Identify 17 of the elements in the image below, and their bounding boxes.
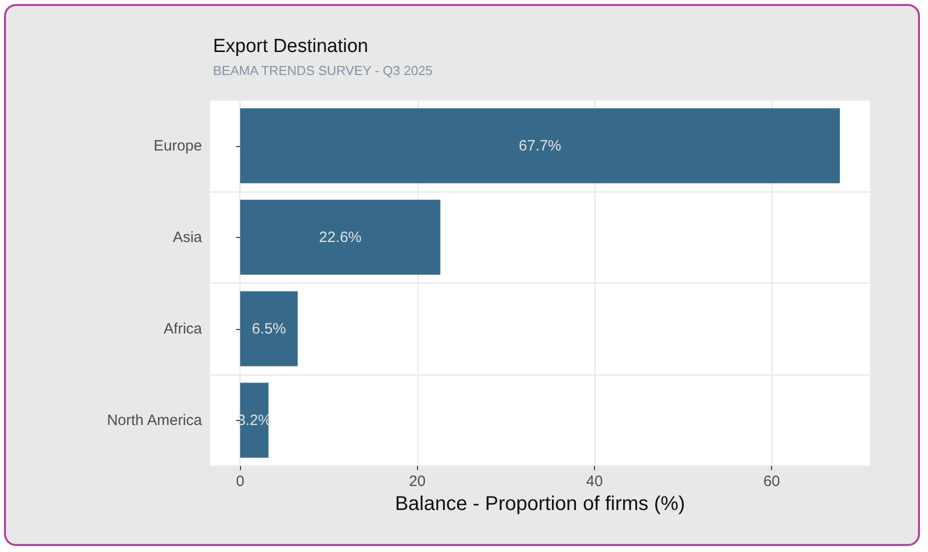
y-tick-label: Asia <box>172 228 203 246</box>
data-label: 6.5% <box>252 320 286 338</box>
x-tick-label: 40 <box>586 473 603 490</box>
chart-title: Export Destination <box>213 36 368 57</box>
y-tick-label: Europe <box>154 137 202 154</box>
x-axis-title: Balance - Proportion of firms (%) <box>394 493 686 515</box>
y-tick-label: Africa <box>164 320 203 338</box>
bar <box>240 108 840 184</box>
y-tick-label: North America <box>106 412 203 429</box>
x-tick-label: 60 <box>763 473 780 490</box>
bar <box>240 291 298 366</box>
x-tick-label: 20 <box>408 473 426 490</box>
data-label: 67.7% <box>518 137 562 154</box>
data-label: 22.6% <box>318 228 362 246</box>
bar <box>240 200 440 275</box>
x-tick-label: 0 <box>236 473 244 490</box>
chart-subtitle: BEAMA TRENDS SURVEY - Q3 2025 <box>213 63 433 78</box>
